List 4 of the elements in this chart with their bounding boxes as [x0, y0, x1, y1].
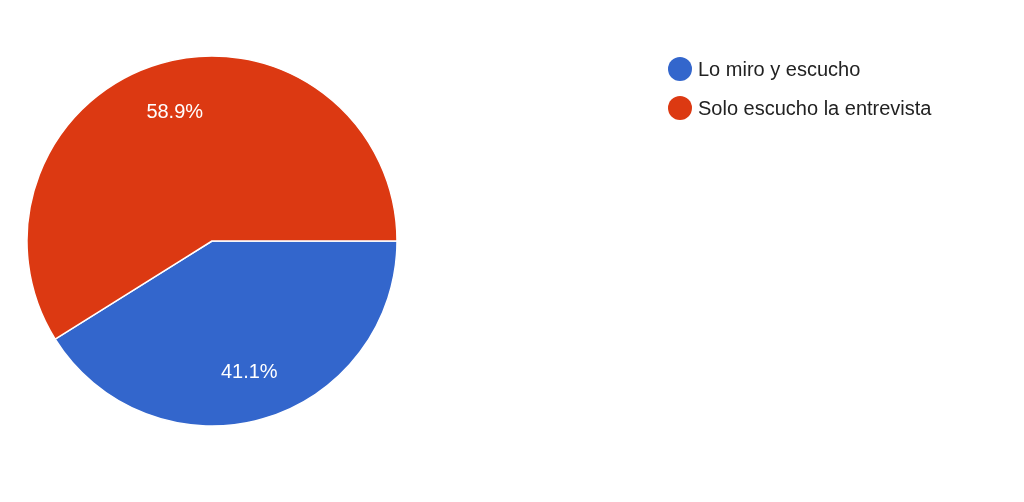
data-label: 58.9% — [146, 100, 204, 123]
legend-label: Solo escucho la entrevista — [698, 97, 933, 119]
data-label: 41.1% — [220, 359, 278, 382]
legend-label: Lo miro y escucho — [698, 58, 861, 80]
